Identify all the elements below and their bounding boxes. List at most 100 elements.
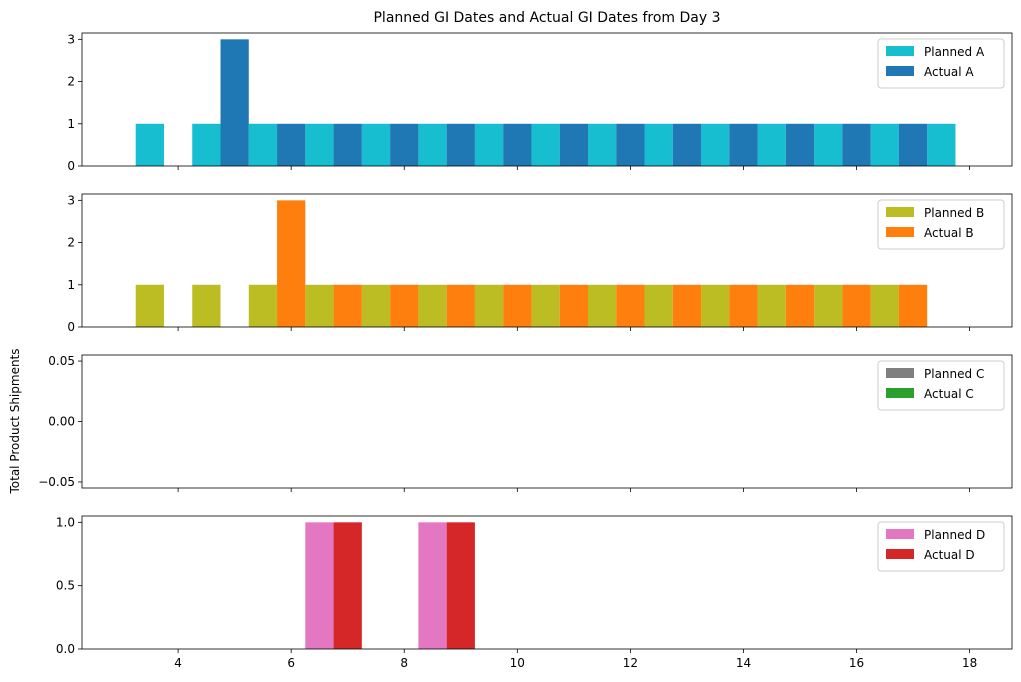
- bar: [729, 123, 758, 166]
- bar: [333, 522, 362, 649]
- subplot-4: 0.0 0.5 1.0 4 6 8 10 12 14 16 18 Planned D Actual D: [56, 515, 1013, 670]
- bar: [531, 123, 560, 166]
- bar: [474, 123, 504, 166]
- legend-label: Planned B: [924, 206, 984, 220]
- x-tick-label: 16: [849, 656, 864, 670]
- bar: [135, 123, 164, 166]
- bar: [390, 284, 419, 327]
- bar: [220, 39, 249, 167]
- bar: [644, 123, 673, 166]
- legend-swatch: [886, 207, 914, 217]
- bar: [842, 284, 871, 327]
- y-tick-label: 3: [67, 193, 75, 207]
- axes-frame: [81, 193, 1013, 328]
- y-tick-label: 3: [67, 32, 75, 46]
- bar: [418, 284, 447, 327]
- x-tick-label: 4: [174, 656, 182, 670]
- bar: [248, 284, 278, 327]
- y-tick-label: 2: [67, 236, 75, 250]
- x-tick-label: 6: [287, 656, 295, 670]
- bar: [503, 123, 532, 166]
- bar: [701, 284, 730, 327]
- bar: [587, 284, 617, 327]
- bar: [559, 284, 588, 327]
- bar: [135, 284, 164, 327]
- subplot-1: 0 1 2 3 Planned A Actual A: [67, 32, 1013, 173]
- bar: [418, 123, 447, 166]
- y-tick-label: 0: [67, 159, 75, 173]
- bar: [644, 284, 673, 327]
- y-tick-label: 0.00: [48, 415, 75, 429]
- bar: [757, 284, 786, 327]
- subplot-3: −0.05 0.00 0.05 Planned C Actual C: [38, 354, 1013, 492]
- bar: [757, 123, 786, 166]
- y-tick-label: 2: [67, 75, 75, 89]
- bar: [587, 123, 617, 166]
- bar: [842, 123, 871, 166]
- legend-label: Actual B: [924, 226, 974, 240]
- legend-label: Planned C: [924, 367, 984, 381]
- bar: [361, 123, 391, 166]
- y-tick-label: 1: [67, 278, 75, 292]
- axes-frame: [81, 515, 1013, 650]
- legend: Planned A Actual A: [877, 38, 1005, 89]
- y-tick-label: 0.0: [56, 642, 75, 656]
- legend-label: Actual D: [924, 548, 975, 562]
- x-tick-label: 8: [400, 656, 408, 670]
- bar: [814, 123, 843, 166]
- bar: [361, 284, 391, 327]
- bar: [870, 123, 899, 166]
- x-tick-label: 12: [623, 656, 638, 670]
- legend-swatch: [886, 388, 914, 398]
- y-tick-label: 0.05: [48, 354, 75, 368]
- bar: [418, 522, 447, 649]
- legend-label: Actual C: [924, 387, 974, 401]
- legend: Planned B Actual B: [877, 199, 1005, 250]
- bar: [616, 123, 645, 166]
- bar: [701, 123, 730, 166]
- bar: [785, 284, 815, 327]
- bar: [390, 123, 419, 166]
- bar: [898, 123, 928, 166]
- legend-label: Actual A: [924, 65, 974, 79]
- axes-frame: [81, 354, 1013, 489]
- bar: [305, 123, 334, 166]
- bar: [927, 123, 956, 166]
- x-tick-label: 14: [736, 656, 751, 670]
- legend: Planned C Actual C: [877, 360, 1005, 411]
- legend-label: Planned A: [924, 45, 985, 59]
- legend: Planned D Actual D: [877, 521, 1005, 572]
- y-tick-label: 0: [67, 320, 75, 334]
- y-tick-label: 1: [67, 117, 75, 131]
- x-tick-label: 18: [962, 656, 977, 670]
- bar: [305, 522, 334, 649]
- bar: [898, 284, 928, 327]
- bar: [870, 284, 899, 327]
- axes-frame: [81, 32, 1013, 167]
- legend-label: Planned D: [924, 528, 985, 542]
- bar: [446, 123, 475, 166]
- bar: [192, 284, 221, 327]
- y-axis-label: Total Product Shipments: [8, 348, 22, 494]
- bar: [333, 123, 362, 166]
- bar: [333, 284, 362, 327]
- bar: [672, 284, 702, 327]
- bar: [814, 284, 843, 327]
- bar: [729, 284, 758, 327]
- bar: [446, 522, 475, 649]
- bar: [277, 123, 306, 166]
- bar: [192, 123, 221, 166]
- bar: [559, 123, 588, 166]
- y-tick-label: 0.5: [56, 579, 75, 593]
- y-tick-label: 1.0: [56, 515, 75, 529]
- bar: [531, 284, 560, 327]
- bar: [785, 123, 815, 166]
- legend-swatch: [886, 529, 914, 539]
- bar: [616, 284, 645, 327]
- legend-swatch: [886, 368, 914, 378]
- legend-swatch: [886, 46, 914, 56]
- bar: [248, 123, 278, 166]
- x-tick-label: 10: [510, 656, 525, 670]
